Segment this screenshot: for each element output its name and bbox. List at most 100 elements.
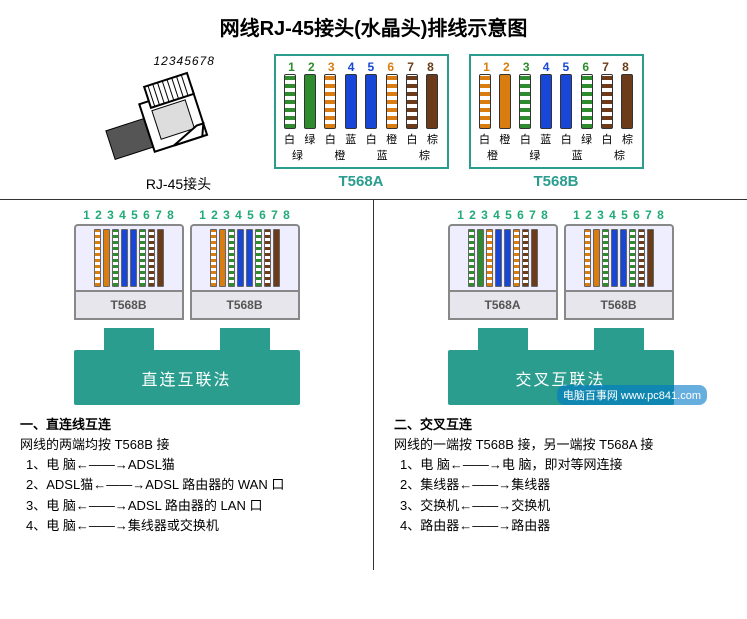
wire-label: 绿 — [302, 131, 318, 147]
pin-number: 8 — [166, 208, 175, 222]
wire-label: 橙 — [324, 147, 356, 163]
pin-number: 6 — [142, 208, 151, 222]
pin-number: 8 — [656, 208, 665, 222]
pin-number: 7 — [403, 60, 419, 74]
wire — [94, 229, 101, 287]
pin-number: 7 — [528, 208, 537, 222]
wire — [479, 74, 491, 129]
watermark: 电脑百事网 www.pc841.com — [557, 385, 707, 405]
wire — [237, 229, 244, 287]
top-section: 12345678 RJ-45接头 — [0, 49, 747, 200]
wire — [495, 229, 502, 287]
wire — [486, 229, 493, 287]
diagram-page: 网线RJ-45接头(水晶头)排线示意图 12345678 — [0, 0, 747, 619]
pin-number: 1 — [456, 208, 465, 222]
wire-label: 棕 — [619, 131, 635, 147]
straight-heading: 一、直连线互连 — [20, 415, 353, 435]
wire — [477, 229, 484, 287]
wire — [504, 229, 511, 287]
pin-number: 4 — [118, 208, 127, 222]
wire — [426, 74, 438, 129]
wire — [264, 229, 271, 287]
cross-heading: 二、交叉互连 — [394, 415, 727, 435]
pin-number: 1 — [198, 208, 207, 222]
wire — [112, 229, 119, 287]
wire-label: 蓝 — [538, 131, 554, 147]
pin-number: 2 — [468, 208, 477, 222]
wire-label: 绿 — [519, 147, 551, 163]
wire — [519, 74, 531, 129]
pin-number: 4 — [234, 208, 243, 222]
wire — [139, 229, 146, 287]
wire-label: 白 — [599, 131, 615, 147]
cross-description: 二、交叉互连 网线的一端按 T568B 接，另一端按 T568A 接 1、电 脑… — [394, 415, 727, 536]
list-item: 4、路由器←——→路由器 — [400, 516, 727, 536]
pin-number: 1 — [82, 208, 91, 222]
list-item: 1、电 脑←——→ADSL猫 — [26, 455, 353, 475]
straight-column: 12345678T568B12345678T568B 直连互联法 一、直连线互连… — [0, 200, 374, 570]
wire — [621, 74, 633, 129]
wire — [130, 229, 137, 287]
wire — [601, 74, 613, 129]
pin-number: 7 — [644, 208, 653, 222]
list-item: 4、电 脑←——→集线器或交换机 — [26, 516, 353, 536]
wire-label: 棕 — [603, 147, 635, 163]
rj45-pin-numbers: 12345678 — [154, 54, 215, 68]
page-title: 网线RJ-45接头(水晶头)排线示意图 — [0, 0, 747, 49]
pin-number: 7 — [598, 60, 614, 74]
straight-method-label: 直连互联法 — [74, 350, 300, 405]
wire-label: 白 — [517, 131, 533, 147]
pin-number: 2 — [94, 208, 103, 222]
wire-label: 蓝 — [561, 147, 593, 163]
pin-number: 3 — [106, 208, 115, 222]
pin-number: 3 — [596, 208, 605, 222]
pin-number: 5 — [558, 60, 574, 74]
cross-sub: 网线的一端按 T568B 接，另一端按 T568A 接 — [394, 435, 727, 455]
pin-number: 3 — [323, 60, 339, 74]
wire — [499, 74, 511, 129]
wire — [103, 229, 110, 287]
wire — [148, 229, 155, 287]
wire — [345, 74, 357, 129]
pin-number: 1 — [284, 60, 300, 74]
wire-label: 白 — [363, 131, 379, 147]
pin-number: 8 — [617, 60, 633, 74]
wire — [468, 229, 475, 287]
straight-description: 一、直连线互连 网线的两端均按 T568B 接 1、电 脑←——→ADSL猫2、… — [20, 415, 353, 536]
wire-label: 白 — [404, 131, 420, 147]
rj45-icon — [104, 54, 244, 169]
list-item: 1、电 脑←——→电 脑，即对等网连接 — [400, 455, 727, 475]
pin-number: 3 — [480, 208, 489, 222]
wire-label: 橙 — [477, 147, 509, 163]
pin-number: 8 — [282, 208, 291, 222]
connector-label: T568B — [564, 292, 674, 320]
pin-number: 3 — [222, 208, 231, 222]
pin-number: 6 — [258, 208, 267, 222]
wire — [219, 229, 226, 287]
wire-label: 蓝 — [366, 147, 398, 163]
wire — [210, 229, 217, 287]
wire — [638, 229, 645, 287]
wire-label: 棕 — [408, 147, 440, 163]
wire — [228, 229, 235, 287]
wire — [273, 229, 280, 287]
connector: 12345678T568A — [448, 208, 558, 320]
wire — [522, 229, 529, 287]
pin-number: 7 — [270, 208, 279, 222]
wire — [611, 229, 618, 287]
wire — [540, 74, 552, 129]
pin-number: 6 — [383, 60, 399, 74]
list-item: 3、交换机←——→交换机 — [400, 496, 727, 516]
wire — [365, 74, 377, 129]
pin-number: 6 — [578, 60, 594, 74]
wire-label: 蓝 — [343, 131, 359, 147]
wire — [304, 74, 316, 129]
wire-label: 棕 — [424, 131, 440, 147]
pin-number: 5 — [130, 208, 139, 222]
wire-label: 绿 — [282, 147, 314, 163]
pin-number: 2 — [210, 208, 219, 222]
pin-number: 5 — [246, 208, 255, 222]
connector-label: T568B — [74, 292, 184, 320]
pin-number: 8 — [422, 60, 438, 74]
wire — [531, 229, 538, 287]
